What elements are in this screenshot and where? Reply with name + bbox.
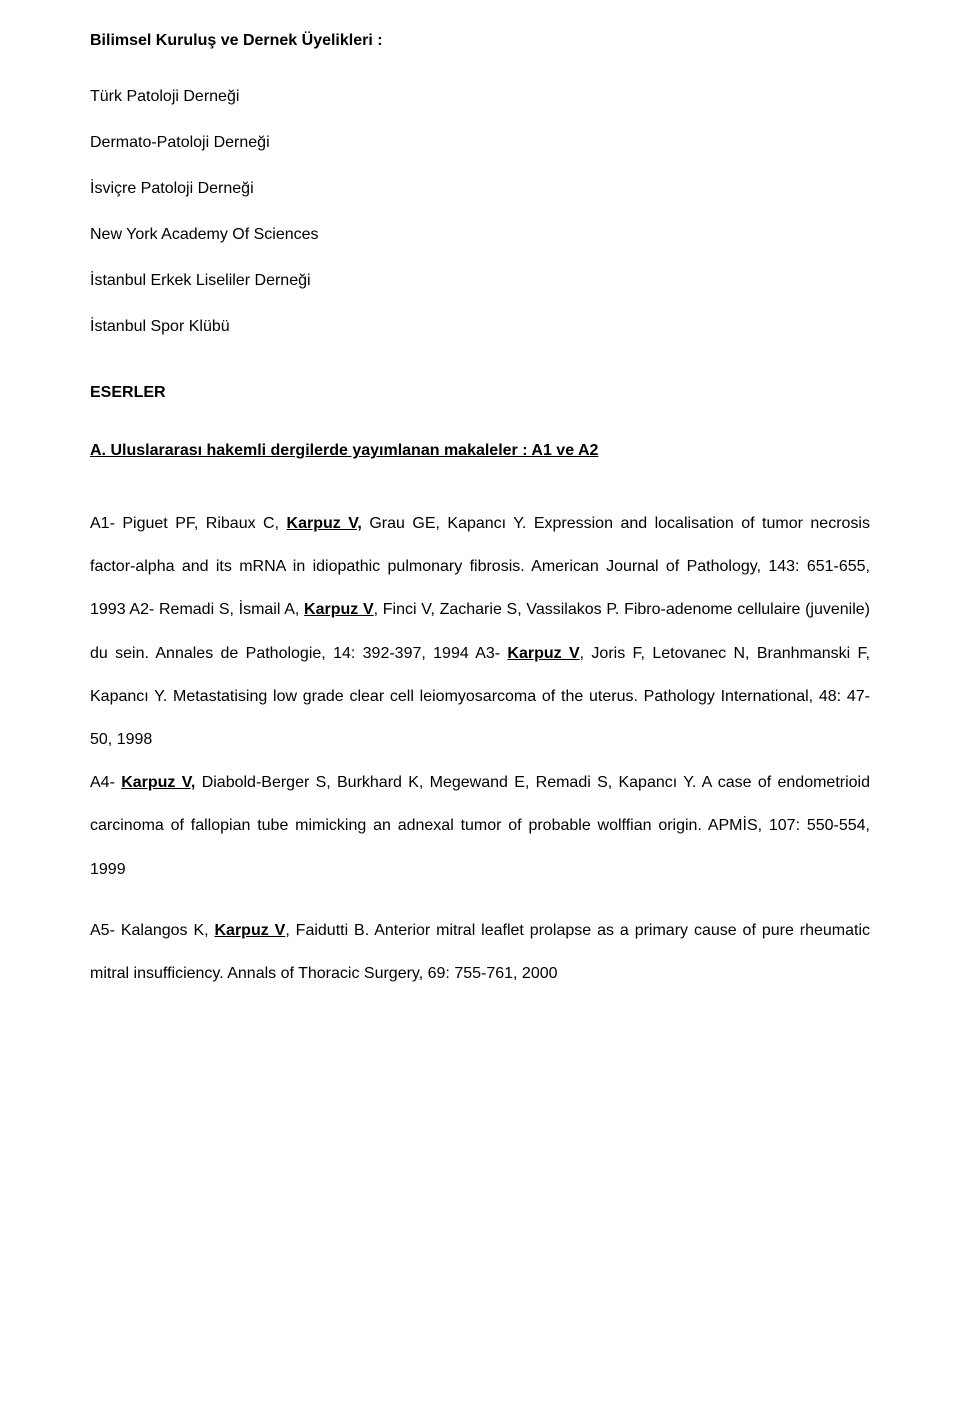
membership-item: İstanbul Erkek Liseliler Derneği <box>90 272 870 290</box>
publications-subheading: A. Uluslararası hakemli dergilerde yayım… <box>90 442 870 460</box>
publication-a5: A5- Kalangos K, Karpuz V, Faidutti B. An… <box>90 909 870 995</box>
pub-a3-pre: A3- <box>475 645 507 662</box>
pub-a1-pre: A1- Piguet PF, Ribaux C, <box>90 515 287 532</box>
membership-item: İsviçre Patoloji Derneği <box>90 180 870 198</box>
membership-item: İstanbul Spor Klübü <box>90 318 870 336</box>
pub-a2-author: Karpuz V <box>304 601 374 618</box>
publication-a4: A4- Karpuz V, Diabold-Berger S, Burkhard… <box>90 761 870 891</box>
pub-a4-post: Diabold-Berger S, Burkhard K, Megewand E… <box>90 774 870 877</box>
eserler-heading: ESERLER <box>90 384 870 402</box>
membership-item: Türk Patoloji Derneği <box>90 88 870 106</box>
pub-a2-pre: A2- Remadi S, İsmail A, <box>129 601 304 618</box>
pub-a3-author: Karpuz V <box>507 645 579 662</box>
membership-item: New York Academy Of Sciences <box>90 226 870 244</box>
pub-a4-author: Karpuz V, <box>121 774 195 791</box>
pub-a5-pre: A5- Kalangos K, <box>90 922 214 939</box>
membership-item: Dermato-Patoloji Derneği <box>90 134 870 152</box>
pub-a5-author: Karpuz V <box>214 922 285 939</box>
pub-a1-author: Karpuz V, <box>287 515 362 532</box>
pub-a4-pre: A4- <box>90 774 121 791</box>
memberships-heading: Bilimsel Kuruluş ve Dernek Üyelikleri : <box>90 32 870 50</box>
publication-a1-a2-a3: A1- Piguet PF, Ribaux C, Karpuz V, Grau … <box>90 502 870 761</box>
